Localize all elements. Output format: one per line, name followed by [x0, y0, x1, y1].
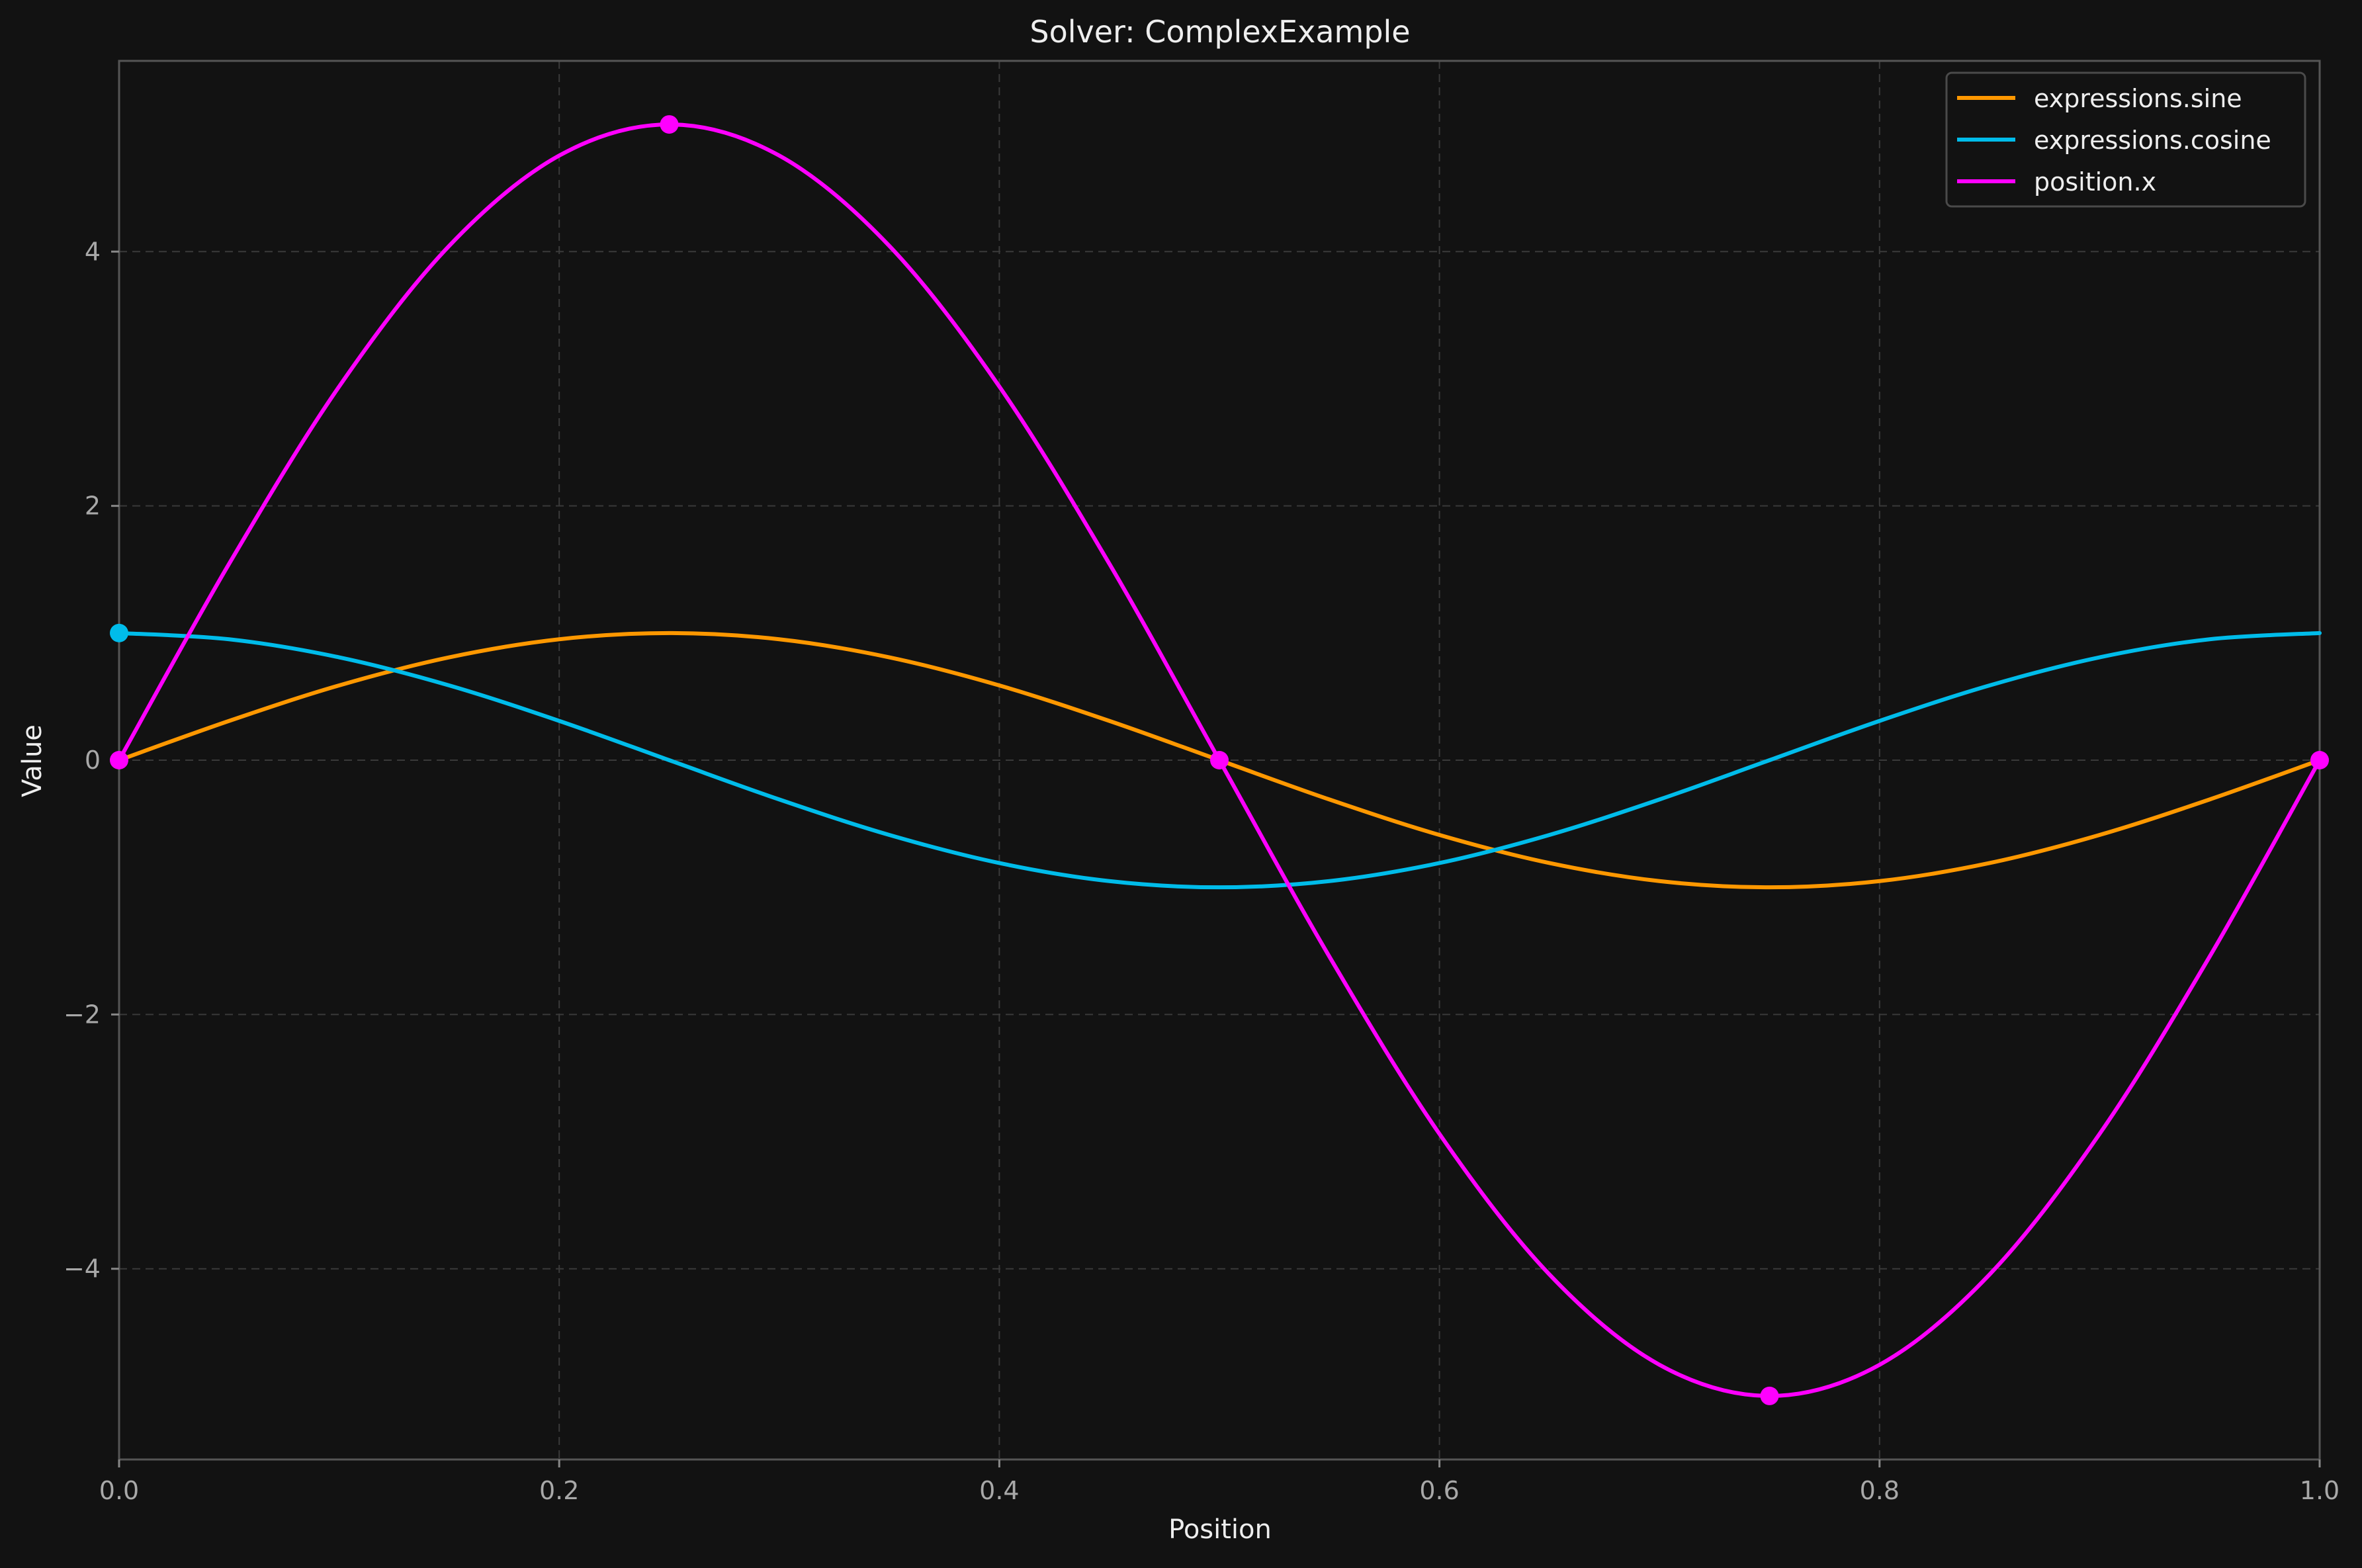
legend-box — [1945, 71, 2306, 208]
x-tick-label: 0.2 — [539, 1476, 579, 1505]
series-marker — [110, 623, 128, 642]
x-tick-label: 0.6 — [1419, 1476, 1459, 1505]
series-line — [117, 631, 2322, 890]
y-tick-label: 4 — [85, 237, 101, 266]
y-tick-label: −2 — [64, 1000, 101, 1029]
y-tick-label: 0 — [85, 746, 101, 775]
series-marker — [2310, 751, 2329, 769]
y-tick-label: 2 — [85, 492, 101, 521]
series-marker — [660, 115, 679, 134]
x-tick-label: 0.8 — [1860, 1476, 1900, 1505]
legend-label-sine: expressions.sine — [2034, 84, 2242, 113]
x-tick-label: 0.4 — [979, 1476, 1019, 1505]
chart-title: Solver: ComplexExample — [1029, 14, 1410, 50]
grid-lines — [119, 61, 2320, 1459]
series-markers — [110, 115, 2329, 1405]
legend: expressions.sine expressions.cosine posi… — [1945, 71, 2306, 208]
legend-label-position-x: position.x — [2034, 167, 2156, 196]
x-tick-label: 0.0 — [99, 1476, 139, 1505]
series-marker — [110, 751, 128, 769]
x-tick-label: 1.0 — [2300, 1476, 2340, 1505]
series-marker — [1760, 1386, 1779, 1405]
y-tick-label: −4 — [64, 1254, 101, 1284]
legend-label-cosine: expressions.cosine — [2034, 126, 2271, 155]
y-axis-label: Value — [17, 724, 48, 797]
series-marker — [1210, 751, 1229, 769]
x-axis-label: Position — [1168, 1514, 1272, 1545]
